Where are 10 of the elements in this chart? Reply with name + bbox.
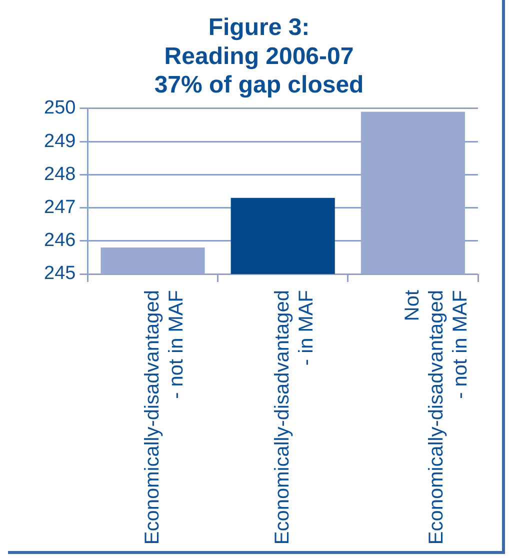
y-tick-label: 245 (44, 263, 76, 284)
y-tick-label: 250 (44, 98, 76, 119)
x-tick-label: Not Economically-disadvantaged - not in MAF (401, 290, 472, 545)
x-tick-label: Economically-disadvantaged - in MAF (271, 290, 318, 545)
chart-title: Figure 3: Reading 2006-07 37% of gap closed (154, 14, 364, 99)
x-tick-label: Economically-disadvantaged - not in MAF (141, 290, 188, 545)
y-tick-label: 249 (44, 130, 76, 152)
y-tick-label: 246 (44, 230, 76, 252)
y-tick-label: 248 (44, 164, 76, 185)
y-tick-label: 247 (44, 196, 76, 218)
